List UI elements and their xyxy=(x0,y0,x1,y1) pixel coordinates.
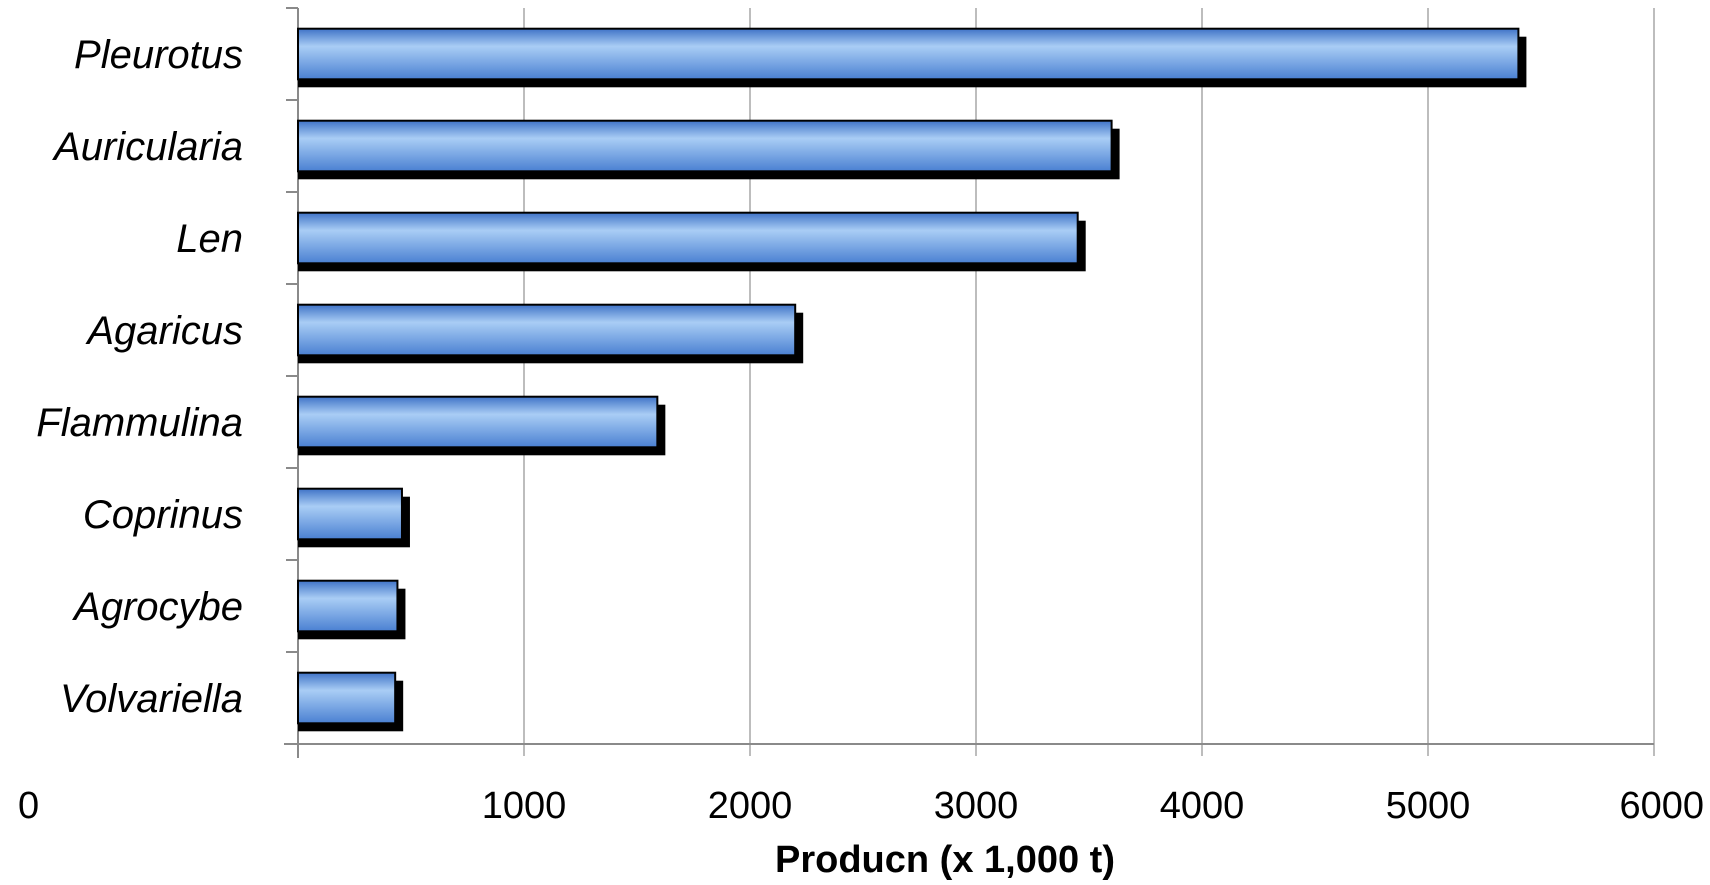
y-tick-label: Auricularia xyxy=(52,125,243,169)
x-tick-label: 2000 xyxy=(708,785,793,827)
bar xyxy=(297,303,797,357)
x-tick-label: 1000 xyxy=(482,785,567,827)
bar xyxy=(297,487,403,541)
y-tick-label: Flammulina xyxy=(36,401,243,445)
bar xyxy=(297,671,397,725)
bar xyxy=(297,579,399,633)
x-tick-label: 0 xyxy=(18,785,39,827)
y-tick-label: Volvariella xyxy=(60,677,243,721)
y-tick-label: Len xyxy=(176,217,243,261)
bar xyxy=(297,27,1520,81)
y-tick-label: Agaricus xyxy=(85,309,243,353)
x-tick-label: 5000 xyxy=(1386,785,1471,827)
bar xyxy=(297,395,659,449)
x-tick-label: 4000 xyxy=(1160,785,1245,827)
x-tick-label: 6000 xyxy=(1619,785,1704,827)
bar xyxy=(297,211,1079,265)
plot-area: Pleurotus Auricularia Len Agaricus Flammulin… xyxy=(18,7,1704,827)
bar xyxy=(297,119,1113,173)
y-tick-label: Agrocybe xyxy=(72,585,243,629)
x-axis-title: Producn (x 1,000 t) xyxy=(775,839,1115,881)
y-tick-label: Pleurotus xyxy=(74,33,243,77)
y-tick-label: Coprinus xyxy=(83,493,243,537)
x-tick-label: 3000 xyxy=(934,785,1019,827)
